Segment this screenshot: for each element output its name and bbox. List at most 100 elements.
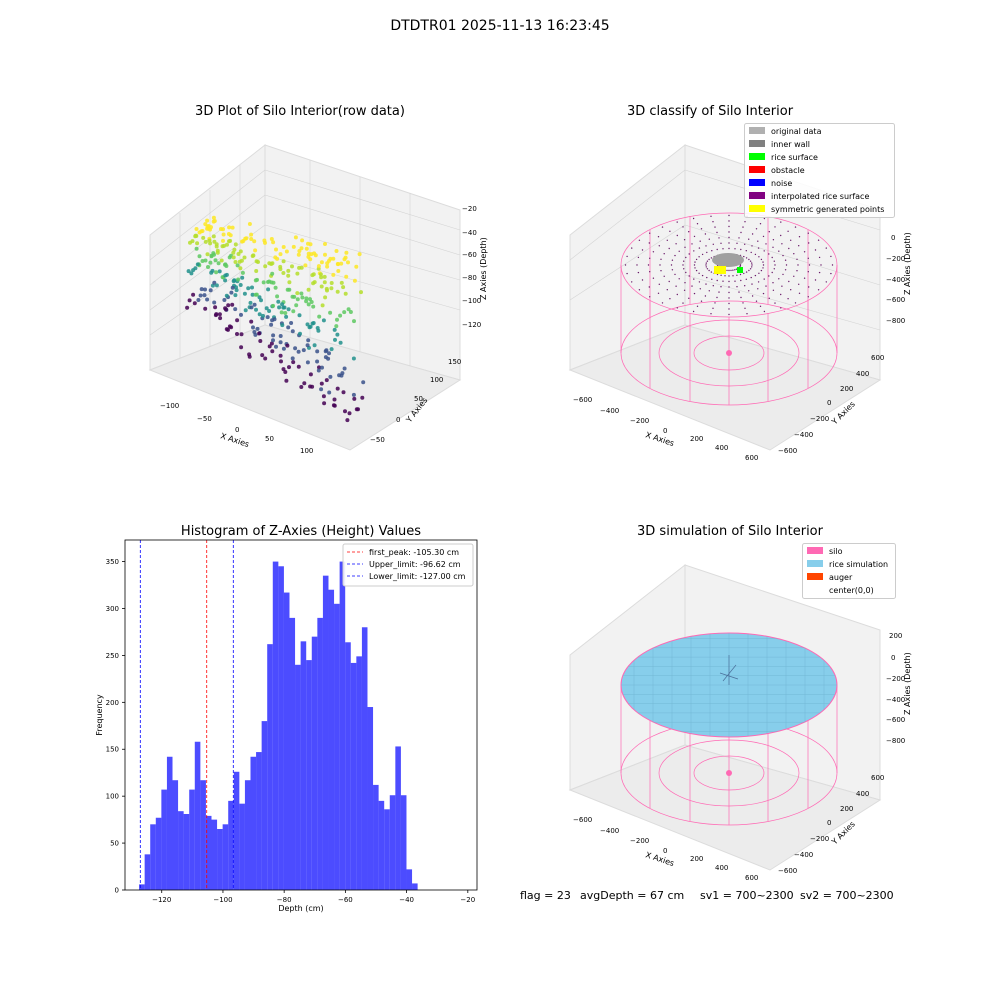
raw-point (297, 249, 302, 253)
raw-point (247, 352, 252, 357)
raw-point (257, 295, 262, 300)
simulation-zlabel: Z Axies (Depth) (903, 652, 912, 715)
interpolated-point (772, 282, 774, 284)
raw-point (234, 288, 239, 293)
raw-point (197, 230, 202, 235)
interpolated-point (728, 313, 730, 316)
raw-point (206, 224, 211, 228)
raw-point (312, 343, 317, 348)
interpolated-point (716, 279, 718, 282)
raw-point (260, 353, 265, 358)
interpolated-point (695, 269, 698, 272)
histogram-bar (233, 771, 240, 890)
histogram-legend-label: Upper_limit: -96.62 cm (369, 560, 461, 569)
raw-point (295, 291, 300, 296)
status-avg-depth: avgDepth = 67 cm (580, 889, 685, 902)
raw-point (281, 245, 286, 249)
raw-point (225, 242, 229, 247)
raw-point (316, 368, 321, 373)
raw-point (306, 287, 311, 292)
raw-point (274, 344, 278, 349)
raw-ztick-4: −80 (462, 274, 477, 282)
raw-point (223, 273, 228, 278)
raw-point (311, 321, 316, 325)
interpolated-point (740, 296, 742, 299)
interpolated-point (675, 243, 677, 245)
raw-point (299, 246, 304, 251)
raw-point (208, 260, 213, 265)
interpolated-point (691, 285, 693, 287)
simulation-silo-wireframe (620, 685, 838, 826)
raw-point (240, 275, 245, 280)
original-data-cluster (712, 253, 744, 267)
interpolated-point (683, 289, 686, 291)
raw-xtick-5: 100 (300, 447, 313, 455)
interpolated-point (718, 237, 720, 239)
interpolated-point (631, 281, 633, 283)
raw-point (228, 238, 233, 243)
histogram-bar (328, 589, 335, 890)
raw-point (254, 307, 258, 312)
raw-point (321, 394, 326, 399)
raw-point (296, 364, 301, 369)
raw-point (233, 242, 238, 247)
histogram-xlabel: Depth (cm) (278, 904, 323, 913)
raw-point (226, 327, 230, 332)
interpolated-point (758, 272, 760, 274)
interpolated-point (674, 254, 676, 257)
raw-ztick-1: −20 (462, 205, 477, 213)
interpolated-point (803, 251, 806, 253)
classify-legend-label: rice surface (771, 153, 818, 162)
raw-point (341, 285, 346, 290)
raw-point (195, 241, 200, 246)
interpolated-point (772, 239, 775, 241)
interpolated-point (743, 255, 745, 258)
interpolated-point (757, 247, 760, 249)
sim-ytick-4: 0 (827, 819, 831, 827)
interpolated-point (626, 272, 628, 275)
interpolated-point (830, 272, 832, 275)
raw-point (235, 332, 239, 336)
histogram-ytick-label: 100 (106, 793, 119, 801)
raw-point (291, 360, 296, 365)
interpolated-point (788, 247, 790, 250)
classify-ytick-6: −400 (794, 431, 813, 439)
histogram-bar (322, 575, 329, 890)
interpolated-point (693, 278, 695, 280)
raw-point (212, 219, 217, 223)
interpolated-point (742, 226, 744, 228)
simulation-3d-plot: −600 −400 −200 0 200 400 600 600 400 200… (568, 563, 912, 882)
sim-xtick-6: 400 (715, 864, 728, 872)
raw-point (316, 328, 321, 333)
histogram-bar (239, 803, 245, 890)
interpolated-point (736, 286, 738, 288)
interpolated-point (807, 296, 809, 298)
histogram-bar (395, 746, 401, 890)
raw-point (213, 258, 218, 263)
interpolated-point (728, 269, 730, 272)
classify-legend-swatch (749, 192, 765, 199)
interpolated-point (784, 259, 787, 261)
symmetric-points-cluster (714, 266, 726, 274)
classify-xlabel: X Axies (644, 430, 675, 448)
interpolated-point (712, 285, 714, 287)
interpolated-point (641, 279, 644, 281)
interpolated-point (768, 253, 770, 255)
interpolated-point (708, 258, 710, 261)
interpolated-point (675, 285, 677, 287)
interpolated-point (787, 230, 789, 232)
raw-point (308, 324, 313, 329)
raw-point (304, 296, 309, 301)
interpolated-point (728, 275, 730, 277)
raw-point (308, 372, 313, 377)
interpolated-point (793, 275, 795, 277)
interpolated-point (641, 249, 644, 251)
histogram-bar (300, 641, 307, 890)
interpolated-point (740, 279, 742, 282)
interpolated-point (661, 226, 664, 228)
raw-point (252, 302, 257, 307)
raw-point (223, 262, 227, 267)
raw-point (269, 341, 274, 346)
interpolated-point (661, 302, 664, 304)
classify-legend-label: symmetric generated points (771, 205, 884, 214)
